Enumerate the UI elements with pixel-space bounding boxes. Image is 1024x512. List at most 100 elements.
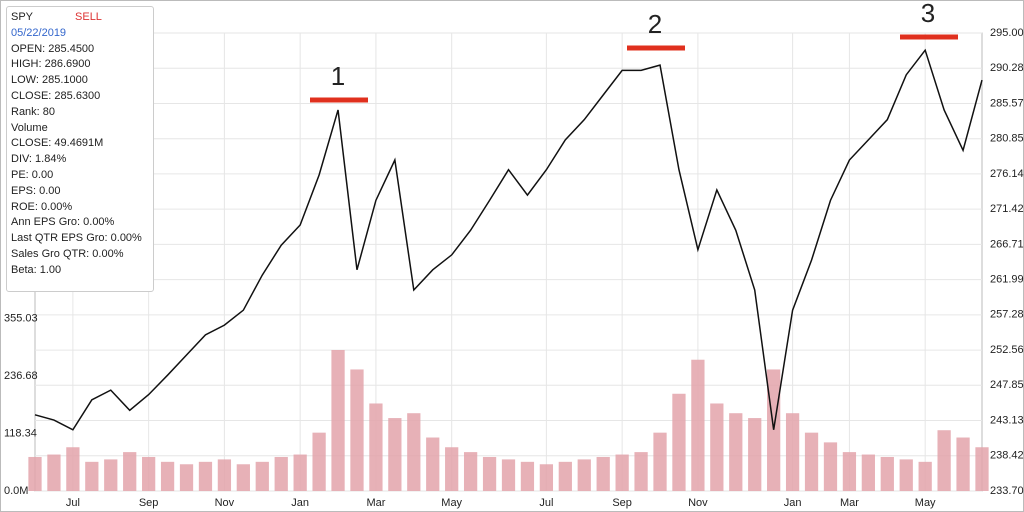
y-tick-label: 266.71 — [990, 238, 1024, 250]
volume-bar — [785, 413, 800, 491]
x-tick-label: Jul — [539, 497, 553, 509]
x-tick-label: Jan — [291, 497, 309, 509]
info-line: EPS: 0.00 — [11, 184, 61, 197]
info-line: Rank: 80 — [11, 105, 56, 118]
info-line: Sales Gro QTR: 0.00% — [11, 247, 124, 260]
annotation: 3 — [921, 0, 935, 28]
volume-bar — [823, 442, 838, 491]
volume-bar — [653, 432, 667, 491]
y-tick-label: 280.85 — [990, 133, 1024, 145]
volume-bar — [672, 393, 686, 491]
volume-bar — [539, 464, 554, 491]
volume-bar — [255, 461, 269, 491]
volume-bar — [236, 464, 250, 491]
y-tick-label: 261.99 — [990, 274, 1024, 286]
x-tick-label: May — [915, 497, 936, 509]
volume-bar — [501, 459, 516, 491]
volume-bar — [861, 454, 875, 491]
volume-bar — [426, 437, 440, 491]
volume-bar — [274, 456, 288, 491]
x-tick-label: Nov — [688, 497, 708, 509]
volume-bar — [710, 403, 724, 491]
volume-bar — [217, 459, 232, 491]
volume-bar — [899, 459, 913, 491]
volume-bar — [767, 369, 781, 491]
y-tick-label: 252.56 — [990, 344, 1024, 356]
info-line: Last QTR EPS Gro: 0.00% — [11, 232, 142, 245]
info-line: DIV: 1.84% — [11, 153, 67, 166]
y2-tick-label: 118.34 — [4, 427, 37, 439]
y2-tick-label: 236.68 — [4, 370, 38, 382]
volume-bar — [748, 418, 762, 491]
volume-bar — [179, 464, 194, 491]
y-tick-label: 271.42 — [990, 203, 1024, 215]
volume-bar — [142, 456, 156, 491]
volume-bar — [369, 403, 383, 491]
info-line: Volume — [11, 121, 48, 134]
x-tick-label: Sep — [612, 497, 632, 509]
volume-bar — [615, 454, 629, 491]
volume-bar — [463, 452, 478, 491]
x-tick-label: Mar — [366, 497, 385, 509]
volume-bar — [975, 447, 989, 491]
annotation: 1 — [331, 61, 345, 91]
volume-bar — [123, 452, 137, 491]
volume-bar — [520, 461, 535, 491]
x-tick-label: Sep — [139, 497, 159, 509]
info-panel: SPY SELL 05/22/2019 OPEN: 285.4500 HIGH: 2… — [6, 6, 154, 292]
volume-bar — [558, 461, 572, 491]
info-line: LOW: 285.1000 — [11, 74, 88, 87]
volume-bar — [407, 413, 421, 491]
y-tick-label: 257.28 — [990, 309, 1024, 321]
volume-bar — [104, 459, 118, 491]
volume-bar — [293, 454, 307, 491]
y-tick-label: 290.28 — [990, 62, 1024, 74]
volume-bar — [880, 456, 894, 491]
info-line: CLOSE: 49.4691M — [11, 137, 104, 150]
volume-bar — [198, 461, 213, 491]
volume-bar — [596, 456, 610, 491]
volume-bar — [85, 461, 99, 491]
y2-tick-label: 355.03 — [4, 312, 38, 324]
symbol: SPY — [11, 11, 34, 23]
info-line: HIGH: 286.6900 — [11, 58, 91, 71]
volume-bar — [47, 454, 61, 491]
x-tick-label: Mar — [840, 497, 859, 509]
y-tick-label: 238.42 — [990, 450, 1024, 462]
volume-bar — [842, 452, 857, 491]
volume-bar — [634, 452, 648, 491]
y-tick-label: 276.14 — [990, 168, 1024, 180]
y-tick-label: 247.85 — [990, 379, 1024, 391]
volume-bar — [729, 413, 743, 491]
volume-bar — [956, 437, 970, 491]
volume-bar — [66, 447, 80, 491]
y-tick-label: 285.57 — [990, 97, 1024, 109]
y-tick-label: 233.70 — [990, 485, 1024, 497]
y2-tick-label: 0.0M — [4, 485, 28, 497]
annotation: 2 — [648, 9, 662, 39]
info-line: ROE: 0.00% — [11, 200, 73, 213]
volume-bar — [937, 430, 951, 491]
y-tick-label: 295.00 — [990, 27, 1024, 39]
volume-bar — [388, 418, 402, 491]
volume-bar — [445, 447, 459, 491]
signal: SELL — [75, 11, 102, 23]
y-tick-label: 243.13 — [990, 414, 1024, 426]
volume-bar — [312, 432, 326, 491]
volume-bar — [160, 461, 175, 491]
x-tick-label: May — [441, 497, 462, 509]
info-line: PE: 0.00 — [11, 168, 54, 181]
info-lines: OPEN: 285.4500 HIGH: 286.6900 LOW: 285.100… — [11, 42, 149, 279]
info-line: Beta: 1.00 — [11, 263, 62, 276]
volume-bar — [804, 432, 819, 491]
date: 05/22/2019 — [11, 26, 67, 39]
info-line: Ann EPS Gro: 0.00% — [11, 216, 115, 229]
x-tick-label: Jan — [784, 497, 802, 509]
volume-bar — [482, 456, 497, 491]
info-line: OPEN: 285.4500 — [11, 42, 95, 55]
x-tick-label: Jul — [66, 497, 80, 509]
volume-bar — [918, 461, 932, 491]
info-line: CLOSE: 285.6300 — [11, 89, 101, 102]
x-tick-label: Nov — [215, 497, 235, 509]
